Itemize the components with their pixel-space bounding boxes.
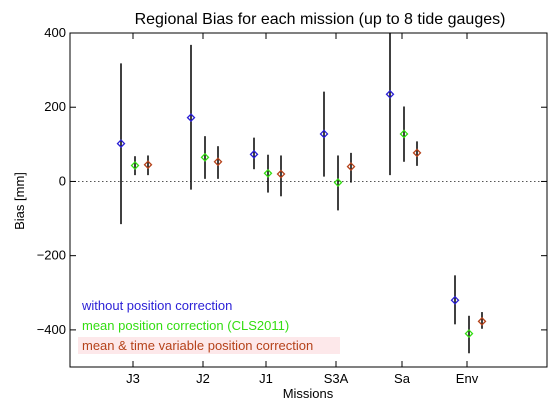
y-tick-label: 0 — [59, 173, 66, 188]
y-tick-label: −400 — [37, 322, 66, 337]
legend-entry: without position correction — [81, 298, 232, 313]
y-tick-label: 200 — [44, 99, 66, 114]
data-point — [249, 149, 259, 159]
legend-entry: mean position correction (CLS2011) — [82, 318, 289, 333]
data-point — [412, 148, 422, 158]
x-tick-label: J3 — [126, 371, 140, 386]
data-point — [130, 161, 140, 170]
data-point — [346, 162, 356, 172]
data-point — [319, 129, 329, 139]
y-axis-label: Bias [mm] — [12, 172, 27, 230]
data-point — [200, 152, 210, 162]
x-tick-label: Sa — [394, 371, 411, 386]
x-tick-label: J1 — [259, 371, 273, 386]
legend-entry: mean & time variable position correction — [82, 338, 313, 353]
plot-frame — [69, 32, 548, 368]
data-point — [213, 157, 223, 167]
data-point — [116, 139, 126, 149]
data-point — [333, 178, 343, 187]
data-point — [450, 295, 460, 305]
data-point — [263, 168, 273, 178]
data-point — [186, 113, 196, 123]
data-point — [385, 89, 395, 99]
chart-title: Regional Bias for each mission (up to 8 … — [135, 11, 506, 28]
x-axis-label: Missions — [283, 386, 334, 401]
legend-highlight — [78, 337, 340, 354]
data-point — [477, 316, 487, 326]
y-tick-label: 400 — [44, 25, 66, 40]
x-tick-label: Env — [456, 371, 479, 386]
data-point — [276, 169, 286, 179]
y-tick-label: −200 — [37, 248, 66, 263]
x-tick-label: J2 — [196, 371, 210, 386]
data-point — [399, 129, 409, 139]
plot-area: −400 −200 0 200 400 J3 J2 J1 S3A Sa Env without pos… — [37, 25, 547, 386]
data-point — [464, 329, 474, 339]
x-tick-label: S3A — [324, 371, 349, 386]
data-point — [143, 160, 153, 170]
